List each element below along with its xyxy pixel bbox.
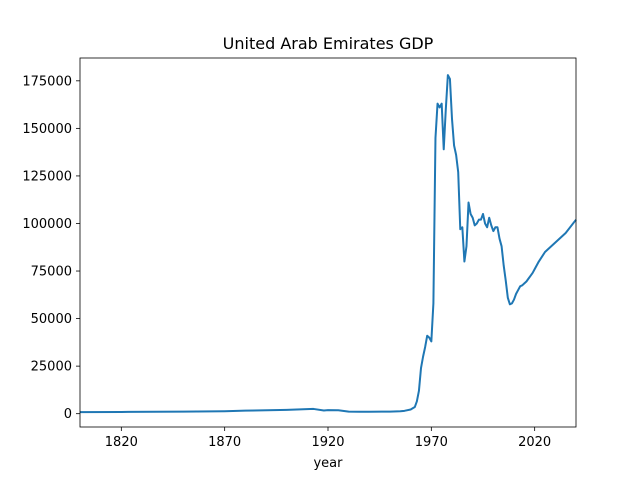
y-tick-label: 150000 xyxy=(22,122,72,137)
y-tick-label: 100000 xyxy=(22,217,72,232)
x-tick-label: 2020 xyxy=(518,435,551,450)
y-tick-label: 50000 xyxy=(31,312,72,327)
y-tick-label: 75000 xyxy=(31,265,72,280)
y-tick-label: 125000 xyxy=(22,169,72,184)
plot-frame xyxy=(79,57,577,428)
y-axis: 0 25000 50000 75000 100000 125000 150000 175000 xyxy=(22,74,80,422)
x-tick-label: 1920 xyxy=(311,435,344,450)
series-line xyxy=(79,74,577,414)
y-tick-label: 175000 xyxy=(22,74,72,89)
y-tick-label: 0 xyxy=(64,407,72,422)
x-tick-label: 1870 xyxy=(208,435,241,450)
y-tick-label: 25000 xyxy=(31,360,72,375)
x-axis: 1820 1870 1920 1970 2020 xyxy=(105,427,551,450)
x-tick-label: 1970 xyxy=(415,435,448,450)
x-tick-label: 1820 xyxy=(105,435,138,450)
chart-title: United Arab Emirates GDP xyxy=(223,34,434,53)
x-axis-label: year xyxy=(313,456,343,471)
